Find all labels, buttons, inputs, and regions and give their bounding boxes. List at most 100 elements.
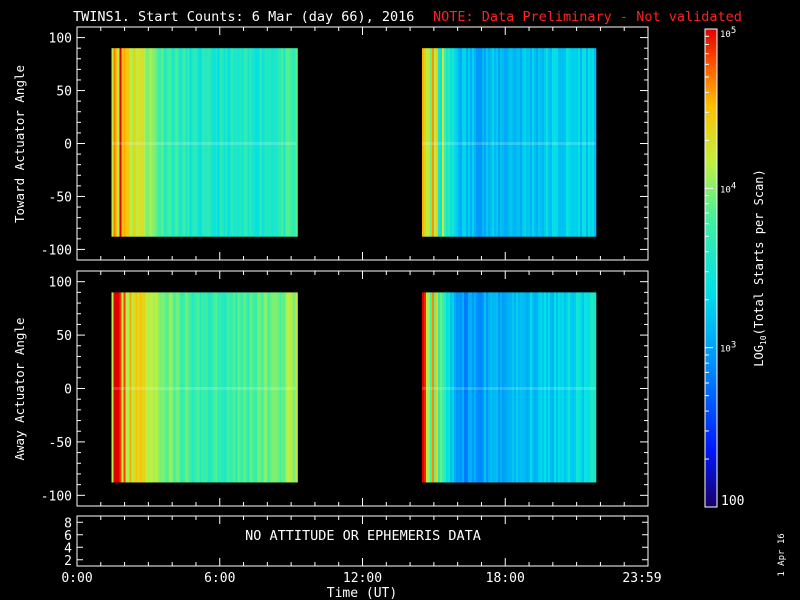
heatmap-column — [219, 292, 222, 483]
heatmap-column — [422, 292, 425, 483]
heatmap-column — [544, 292, 547, 483]
heatmap-column — [277, 292, 280, 483]
heatmap-column — [261, 292, 264, 483]
y-tick-label: -100 — [41, 243, 72, 258]
y-tick-label: 8 — [64, 516, 72, 531]
y-tick-label: 4 — [64, 541, 72, 556]
heatmap-column — [430, 48, 433, 237]
heatmap-column — [179, 292, 182, 483]
heatmap-column — [245, 292, 248, 483]
heatmap-column — [460, 48, 463, 237]
heatmap-column — [466, 292, 469, 483]
colorbar-label-sub: 10 — [759, 335, 768, 345]
heatmap-column — [504, 48, 507, 237]
heatmap-column — [277, 48, 280, 237]
heatmap-column — [474, 292, 477, 483]
heatmap-column — [113, 48, 116, 237]
y-tick-label: 6 — [64, 529, 72, 544]
heatmap-column — [498, 292, 501, 483]
heatmap-column — [133, 48, 136, 237]
heatmap-column — [209, 48, 212, 237]
heatmap-column — [147, 292, 150, 483]
heatmap-column — [283, 292, 286, 483]
heatmap-column — [592, 48, 595, 237]
y-tick-label: -50 — [49, 190, 72, 205]
heatmap-column — [159, 292, 162, 483]
heatmap-column — [175, 48, 178, 237]
heatmap-column — [249, 48, 252, 237]
heatmap-column — [135, 292, 138, 483]
heatmap-column — [285, 292, 288, 483]
heatmap-column — [131, 48, 134, 237]
heatmap-column — [125, 48, 128, 237]
heatmap-column — [568, 48, 571, 237]
heatmap-column — [458, 292, 461, 483]
heatmap-column — [233, 292, 236, 483]
heatmap-column — [544, 48, 547, 237]
y-tick-label: -50 — [49, 436, 72, 451]
heatmap-column — [179, 48, 182, 237]
heatmap-column — [512, 48, 515, 237]
heatmap-column — [518, 48, 521, 237]
heatmap-column — [500, 48, 503, 237]
heatmap-column — [263, 292, 266, 483]
heatmap-column — [498, 48, 501, 237]
heatmap-column — [293, 48, 296, 237]
heatmap-column — [502, 48, 505, 237]
heatmap-column — [171, 292, 174, 483]
heatmap-column — [580, 292, 583, 483]
axis-ticks: 0:00 6:00 12:00 18:00 23:59 100 50 0 -50 -100 100 5… — [41, 27, 662, 586]
heatmap-column — [440, 292, 443, 483]
heatmap-column — [129, 292, 132, 483]
heatmap-column — [245, 48, 248, 237]
heatmap-column — [173, 292, 176, 483]
heatmap-column — [486, 48, 489, 237]
heatmap-column — [137, 292, 140, 483]
heatmap-column — [167, 292, 170, 483]
heatmap-column — [588, 48, 591, 237]
heatmap-column — [464, 292, 467, 483]
heatmap-column — [151, 292, 154, 483]
heatmap-column — [432, 48, 435, 237]
heatmap-column — [536, 48, 539, 237]
heatmap-column — [478, 292, 481, 483]
heatmap-column — [143, 292, 146, 483]
heatmap-column — [255, 292, 258, 483]
heatmap-column — [552, 48, 555, 237]
heatmap-column — [211, 292, 214, 483]
heatmap-column — [578, 292, 581, 483]
heatmap-column — [215, 48, 218, 237]
y-tick-label: 50 — [56, 329, 72, 344]
heatmap-column — [516, 292, 519, 483]
heatmap-column — [452, 292, 455, 483]
heatmap-column — [494, 48, 497, 237]
heatmap-column — [279, 48, 282, 237]
heatmap-column — [590, 48, 593, 237]
heatmap-column — [259, 292, 262, 483]
heatmap-column — [229, 292, 232, 483]
heatmap-column — [574, 48, 577, 237]
heatmap-column — [187, 292, 190, 483]
heatmap-column — [476, 292, 479, 483]
heatmap-column — [191, 292, 194, 483]
heatmap-column — [552, 292, 555, 483]
heatmap-column — [470, 48, 473, 237]
heatmap-column — [185, 292, 188, 483]
heatmap-column — [253, 48, 256, 237]
heatmap-column — [548, 292, 551, 483]
heatmap-column — [586, 48, 589, 237]
heatmap-column — [129, 48, 132, 237]
heatmap-column — [518, 292, 521, 483]
heatmap-column — [578, 48, 581, 237]
heatmap-column — [512, 292, 515, 483]
heatmap-column — [426, 48, 429, 237]
heatmap-column — [520, 48, 523, 237]
heatmap-column — [269, 48, 272, 237]
heatmap-column — [145, 48, 148, 237]
heatmap-column — [488, 292, 491, 483]
heatmap-column — [273, 48, 276, 237]
heatmap-column — [187, 48, 190, 237]
colorbar-label-suffix: (Total Starts per Scan) — [752, 169, 766, 335]
heatmap-column — [255, 48, 258, 237]
y-tick-label: 0 — [64, 138, 72, 153]
